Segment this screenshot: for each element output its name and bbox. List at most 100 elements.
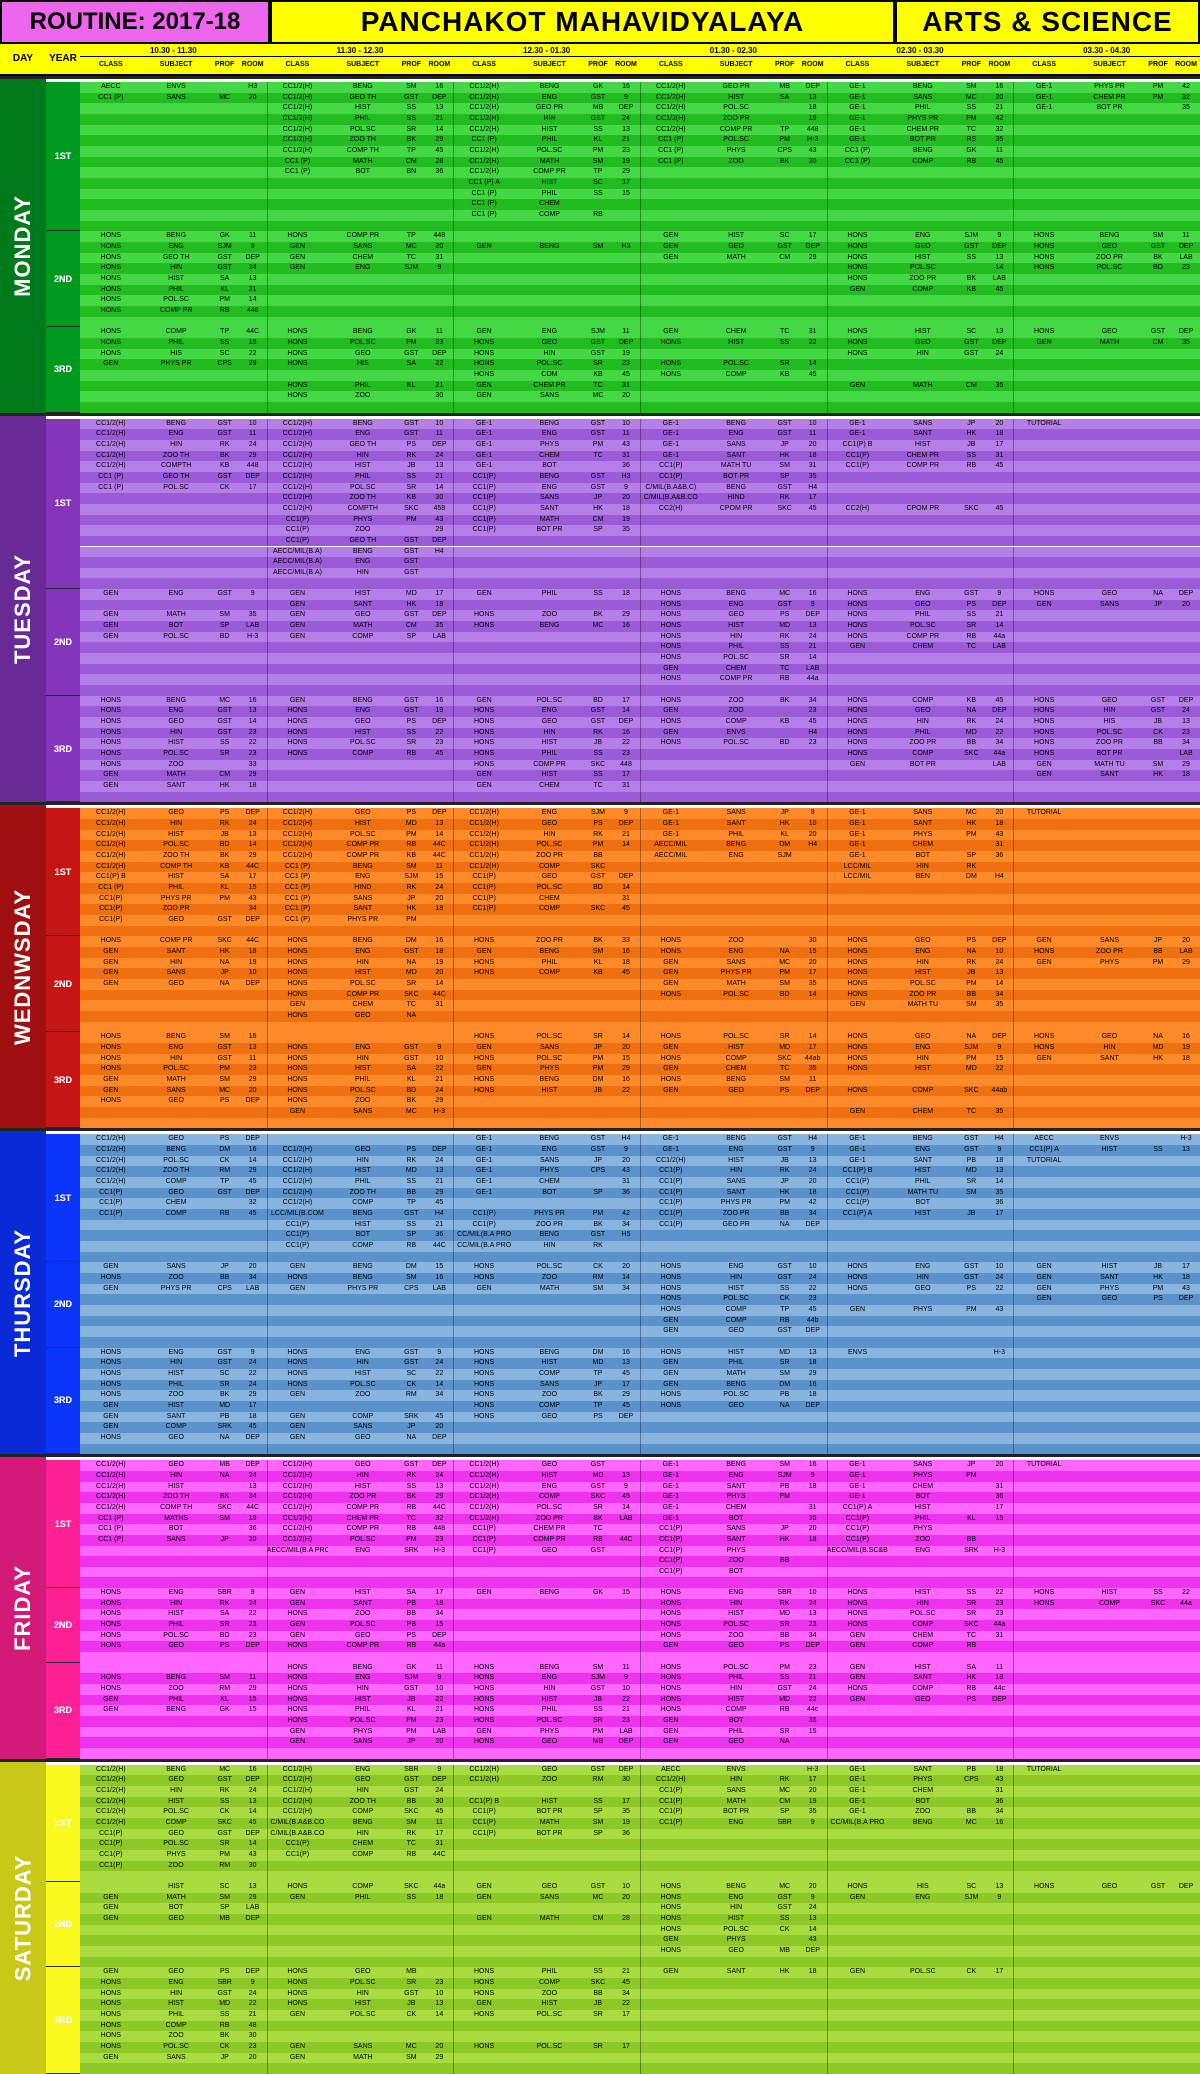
class-cell: CC1(P) (845, 1177, 870, 1185)
class-cell: HONS (660, 632, 681, 640)
room-cell: 45 (435, 1199, 444, 1207)
class-cell: CC1/2(H) (469, 852, 499, 860)
subject-cell: ZOO (168, 1861, 184, 1869)
table-row: GEN MATH SM 29 HONS PHIL KL 21 HONS BENG DM 16 HONS B… (80, 1074, 1200, 1086)
subject-cell: HIN (170, 1989, 183, 1997)
slot-divider (640, 861, 641, 873)
room-cell: 29 (248, 1167, 257, 1175)
class-cell: GE-1 (662, 1503, 679, 1511)
room-cell: 44C (432, 990, 446, 998)
subject-cell: SANS (726, 1787, 746, 1795)
prof-cell: TC (966, 125, 977, 133)
room-cell: 21 (248, 285, 257, 293)
subject-cell: PHIL (355, 1177, 371, 1185)
slot-divider (1013, 1871, 1015, 1883)
subject-cell: SANT (353, 600, 373, 608)
class-cell: HONS (660, 1054, 681, 1062)
prof-cell: KL (593, 958, 603, 966)
prof-cell: GST (217, 1188, 232, 1196)
slot-divider (453, 1085, 455, 1097)
slot-divider (266, 1096, 268, 1107)
slot-divider (826, 989, 828, 1001)
slot-divider (266, 2042, 268, 2053)
slot-divider (1013, 380, 1015, 392)
slot-divider (453, 1796, 455, 1808)
slot-divider (266, 1043, 268, 1054)
prof-cell: CM (592, 515, 604, 523)
table-row: HONS BENG SM 16 HONS POL.SC SR 14 HONS POL.SC SR 14… (80, 1032, 1200, 1043)
year-label: 2ND (46, 1262, 80, 1348)
prof-cell: PS (1153, 1295, 1163, 1303)
room-cell: 31 (995, 451, 1004, 459)
prof-cell: MB (406, 1968, 417, 1976)
prof-cell: PS (219, 1135, 230, 1143)
room-cell: DEP (805, 242, 820, 250)
slot-divider (266, 1000, 268, 1011)
prof-cell: BK (593, 1391, 603, 1399)
prof-cell: RB (966, 462, 977, 470)
class-cell: CC1/2(H) (96, 1135, 126, 1143)
class-cell: CC1 (P) (98, 93, 124, 101)
prof-cell: JP (593, 1156, 603, 1164)
class-cell: GE-1 (849, 1482, 866, 1490)
room-cell: 9 (624, 809, 628, 817)
table-row: HONS HIN GST 24 HONS HIN GST 10 HONS ZOO BB 34 (80, 1988, 1200, 2000)
slot-divider (266, 1748, 268, 1759)
prof-cell: SM (219, 1674, 230, 1682)
room-cell: 23 (248, 1631, 257, 1639)
slot-divider (826, 1400, 828, 1412)
prof-cell: BB (780, 1209, 790, 1217)
room-cell: 13 (808, 1610, 817, 1618)
room-cell: 19 (622, 515, 630, 523)
subject-cell: ZOO (355, 526, 371, 534)
slot-divider (453, 1673, 455, 1685)
class-cell: CC1 (P) (658, 146, 684, 154)
room-cell: 24 (1182, 707, 1190, 715)
room-cell: 14 (808, 654, 817, 662)
room-cell: 13 (622, 1471, 630, 1479)
table-row: CC1/2(H) HIST JB 13 CC1/2(H) POL.SC PM 14 CC1/2(… (80, 829, 1200, 841)
subject-cell: ZOO (728, 696, 744, 704)
slot-divider (453, 759, 455, 771)
subject-cell: ENG (541, 1145, 558, 1153)
prof-cell: NA (1153, 590, 1163, 598)
slot-divider (1013, 1850, 1015, 1861)
subject-cell: HIST (354, 462, 371, 470)
prof-cell: PM (406, 830, 417, 838)
prof-cell: MC (592, 1893, 604, 1901)
prof-cell: BK (780, 696, 790, 704)
prof-cell: GST (404, 1044, 419, 1051)
slot-divider (453, 1577, 455, 1589)
table-row: CC1(P) PHYS PM 43 CC1(P) MATH CM 19 (80, 514, 1200, 526)
slot-divider (826, 1967, 828, 1979)
subject-cell: CHEM (725, 1503, 747, 1511)
prof-cell: SM (779, 1369, 790, 1377)
slot-divider (826, 738, 828, 750)
subject-cell: GEO (915, 1284, 931, 1292)
class-cell: HONS (287, 1706, 308, 1714)
room-cell: 14 (622, 884, 630, 892)
room-cell: 9 (810, 1819, 815, 1827)
slot-divider (266, 1524, 268, 1535)
room-cell: 14 (808, 360, 817, 368)
prof-cell: RB (966, 1642, 977, 1650)
subject-cell: PHYS PR (160, 1284, 192, 1292)
subject-cell: HIST (914, 1589, 931, 1597)
room-cell: 24 (248, 820, 257, 828)
class-cell: CC1/2(H) (96, 862, 126, 870)
prof-cell: PM (219, 1065, 230, 1073)
subject-cell: MATH (539, 1915, 560, 1923)
class-cell: HONS (474, 1359, 495, 1367)
prof-cell: SR (406, 980, 417, 988)
slot-divider (826, 263, 828, 274)
prof-cell: MB (779, 1947, 790, 1955)
room-cell: 23 (622, 1717, 630, 1725)
class-cell: HONS (660, 1674, 681, 1682)
slot-divider (826, 872, 828, 884)
prof-cell: SS (966, 104, 977, 112)
prof-cell: BB (780, 1631, 790, 1639)
slot-divider (1013, 156, 1015, 168)
slot-divider (1013, 2042, 1015, 2053)
table-row: GEN GEO GST DEP (80, 1326, 1200, 1337)
slot-divider (640, 348, 641, 360)
